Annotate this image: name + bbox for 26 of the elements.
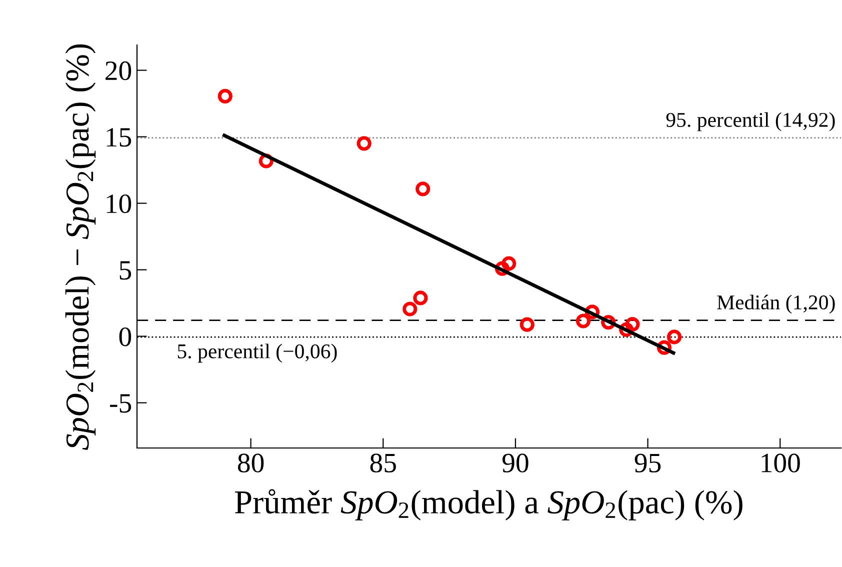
point	[576, 314, 591, 328]
point	[502, 256, 516, 271]
y-tick-label: -5	[110, 394, 132, 413]
point	[625, 317, 640, 332]
point	[666, 330, 682, 344]
x-tick-label: 100	[762, 454, 800, 472]
y-tick-label: 20	[106, 61, 132, 80]
x-tick-label: 90	[502, 454, 528, 472]
y-tick-label: 15	[106, 128, 132, 147]
x-tick-label: 95	[634, 454, 661, 472]
point	[402, 302, 418, 316]
y-tick-label: 0	[119, 327, 132, 346]
ref-line-label: 5. percentil (−0,06)	[178, 344, 337, 363]
y-tick-label: 5	[120, 261, 132, 280]
x-tick-label: 80	[238, 454, 264, 472]
point	[413, 290, 428, 306]
point	[520, 317, 534, 332]
ref-line-label: 95. percentil (14,92)	[666, 112, 835, 132]
point	[218, 88, 232, 104]
ref-line-label: Medián (1,20)	[717, 294, 835, 314]
x-axis-title: Průměr SpO$_{2}$(model) a SpO$_{2}$(pac) (%)	[234, 489, 742, 520]
x-tick-label: 85	[370, 454, 396, 472]
point	[356, 136, 372, 151]
y-axis-title: SpO$_{2}$(model) − SpO$_{2}$(pac) (%)	[65, 44, 96, 450]
point	[416, 182, 430, 196]
y-tick-label: 10	[106, 194, 132, 214]
